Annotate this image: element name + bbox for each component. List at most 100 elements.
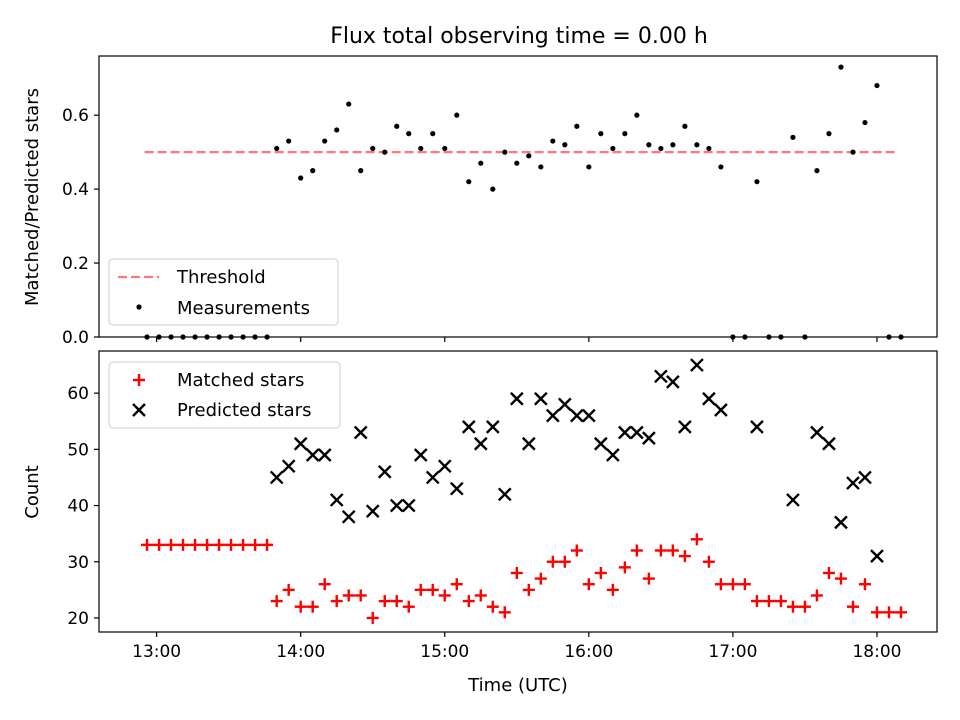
matched-star-point (894, 606, 907, 619)
predicted-star-point (425, 470, 440, 485)
matched-star-point (714, 578, 727, 591)
matched-star-point (201, 538, 214, 551)
measurement-point (634, 112, 640, 118)
measurement-point (274, 145, 280, 152)
predicted-star-point (269, 470, 284, 485)
matched-star-point (486, 600, 499, 613)
predicted-star-point (666, 375, 680, 389)
measurement-point (598, 131, 604, 137)
predicted-star-point (317, 448, 332, 462)
predicted-star-stroke (497, 487, 512, 502)
predicted-star-point (293, 436, 308, 451)
predicted-star-point (497, 487, 512, 502)
measurement-point (526, 153, 532, 159)
matched-star-point (342, 589, 355, 602)
predicted-star-stroke (341, 509, 356, 524)
measurement-point (862, 119, 868, 126)
predicted-star-point (329, 493, 344, 507)
matched-star-point (738, 578, 751, 591)
matched-star-point (654, 544, 667, 557)
x-tick-label: 14:00 (276, 642, 325, 662)
matched-star-point (261, 538, 274, 551)
measurement-point (658, 145, 664, 152)
bottom-y-tick-label: 30 (67, 553, 89, 573)
matched-star-point (354, 589, 367, 602)
bottom-y-tick-label: 20 (67, 609, 89, 629)
predicted-star-stroke (389, 498, 404, 513)
predicted-star-point (377, 464, 392, 479)
matched-star-point (390, 595, 403, 608)
matched-star-point (498, 606, 511, 619)
matched-star-point (282, 583, 295, 596)
x-tick-label: 17:00 (708, 642, 757, 662)
x-tick-label: 15:00 (420, 642, 469, 662)
count-series (141, 358, 907, 624)
measurement-point (490, 186, 496, 192)
measurement-point (574, 123, 580, 129)
predicted-star-point (401, 498, 416, 513)
predicted-star-stroke (377, 464, 392, 479)
measurement-point (310, 168, 316, 174)
predicted-legend-label: Predicted stars (177, 400, 311, 421)
matched-star-point (177, 538, 190, 551)
matched-star-point (165, 538, 178, 551)
matched-star-point (306, 600, 319, 613)
predicted-star-point (557, 397, 572, 412)
predicted-star-stroke (485, 420, 500, 434)
matched-star-point (870, 606, 883, 619)
x-tick-label: 13:00 (132, 642, 181, 662)
predicted-star-stroke (605, 448, 620, 462)
predicted-star-stroke (437, 459, 452, 474)
predicted-star-point (786, 493, 800, 507)
predicted-star-stroke (569, 408, 584, 423)
predicted-star-stroke (365, 504, 380, 519)
predicted-star-stroke (353, 425, 368, 440)
top-y-tick-label: 0.0 (62, 328, 89, 348)
predicted-star-stroke (834, 515, 848, 530)
matched-star-point (438, 589, 451, 602)
matched-star-point (534, 572, 547, 585)
matched-star-point (690, 533, 703, 546)
matched-star-point (582, 578, 595, 591)
measurement-point (586, 164, 592, 170)
predicted-star-point (581, 408, 596, 423)
predicted-star-stroke (702, 391, 716, 406)
matched-star-point (678, 550, 691, 563)
matched-star-point (450, 578, 463, 591)
top-legend-box (108, 258, 339, 326)
matched-star-point (462, 595, 475, 608)
predicted-star-stroke (509, 391, 524, 406)
matched-legend-label: Matched stars (177, 370, 304, 391)
matched-star-point (546, 555, 559, 568)
predicted-star-point (365, 504, 380, 519)
predicted-star-stroke (293, 436, 308, 451)
measurement-point (346, 101, 352, 107)
matched-star-point (330, 595, 343, 608)
predicted-star-point (605, 448, 620, 462)
predicted-star-point (870, 549, 884, 563)
predicted-star-stroke (449, 481, 464, 496)
bottom-legend-box (108, 361, 341, 429)
top-y-tick-label: 0.4 (62, 180, 89, 200)
matched-star-point (762, 595, 775, 608)
predicted-star-stroke (810, 425, 824, 440)
predicted-star-point (654, 369, 668, 384)
predicted-star-point (449, 481, 464, 496)
matched-star-point (666, 544, 679, 557)
top-y-axis-label: Matched/Predicted stars (22, 88, 43, 306)
measurement-point (718, 164, 724, 170)
predicted-star-point (834, 515, 848, 530)
predicted-star-stroke (533, 391, 548, 406)
matched-star-point (630, 544, 643, 557)
measurement-point (478, 160, 484, 166)
predicted-star-point (473, 436, 488, 451)
predicted-star-point (413, 448, 428, 462)
measurement-point (694, 142, 700, 148)
predicted-star-stroke (281, 459, 296, 474)
matched-star-point (474, 589, 487, 602)
predicted-star-point (341, 509, 356, 524)
predicted-star-point (678, 420, 692, 434)
predicted-star-point (630, 425, 644, 440)
predicted-star-point (593, 436, 608, 451)
predicted-star-stroke (630, 425, 644, 440)
